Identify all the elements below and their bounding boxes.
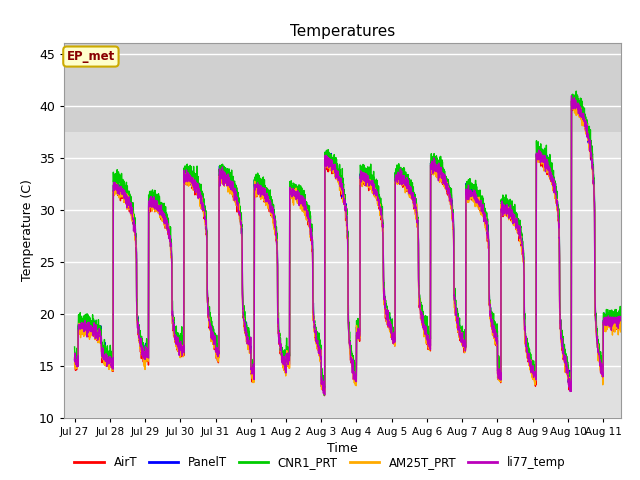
Text: EP_met: EP_met bbox=[67, 50, 115, 63]
X-axis label: Time: Time bbox=[327, 442, 358, 455]
Bar bbox=[64, 43, 621, 132]
Y-axis label: Temperature (C): Temperature (C) bbox=[20, 180, 33, 281]
Title: Temperatures: Temperatures bbox=[290, 24, 395, 39]
Legend: AirT, PanelT, CNR1_PRT, AM25T_PRT, li77_temp: AirT, PanelT, CNR1_PRT, AM25T_PRT, li77_… bbox=[70, 452, 570, 474]
